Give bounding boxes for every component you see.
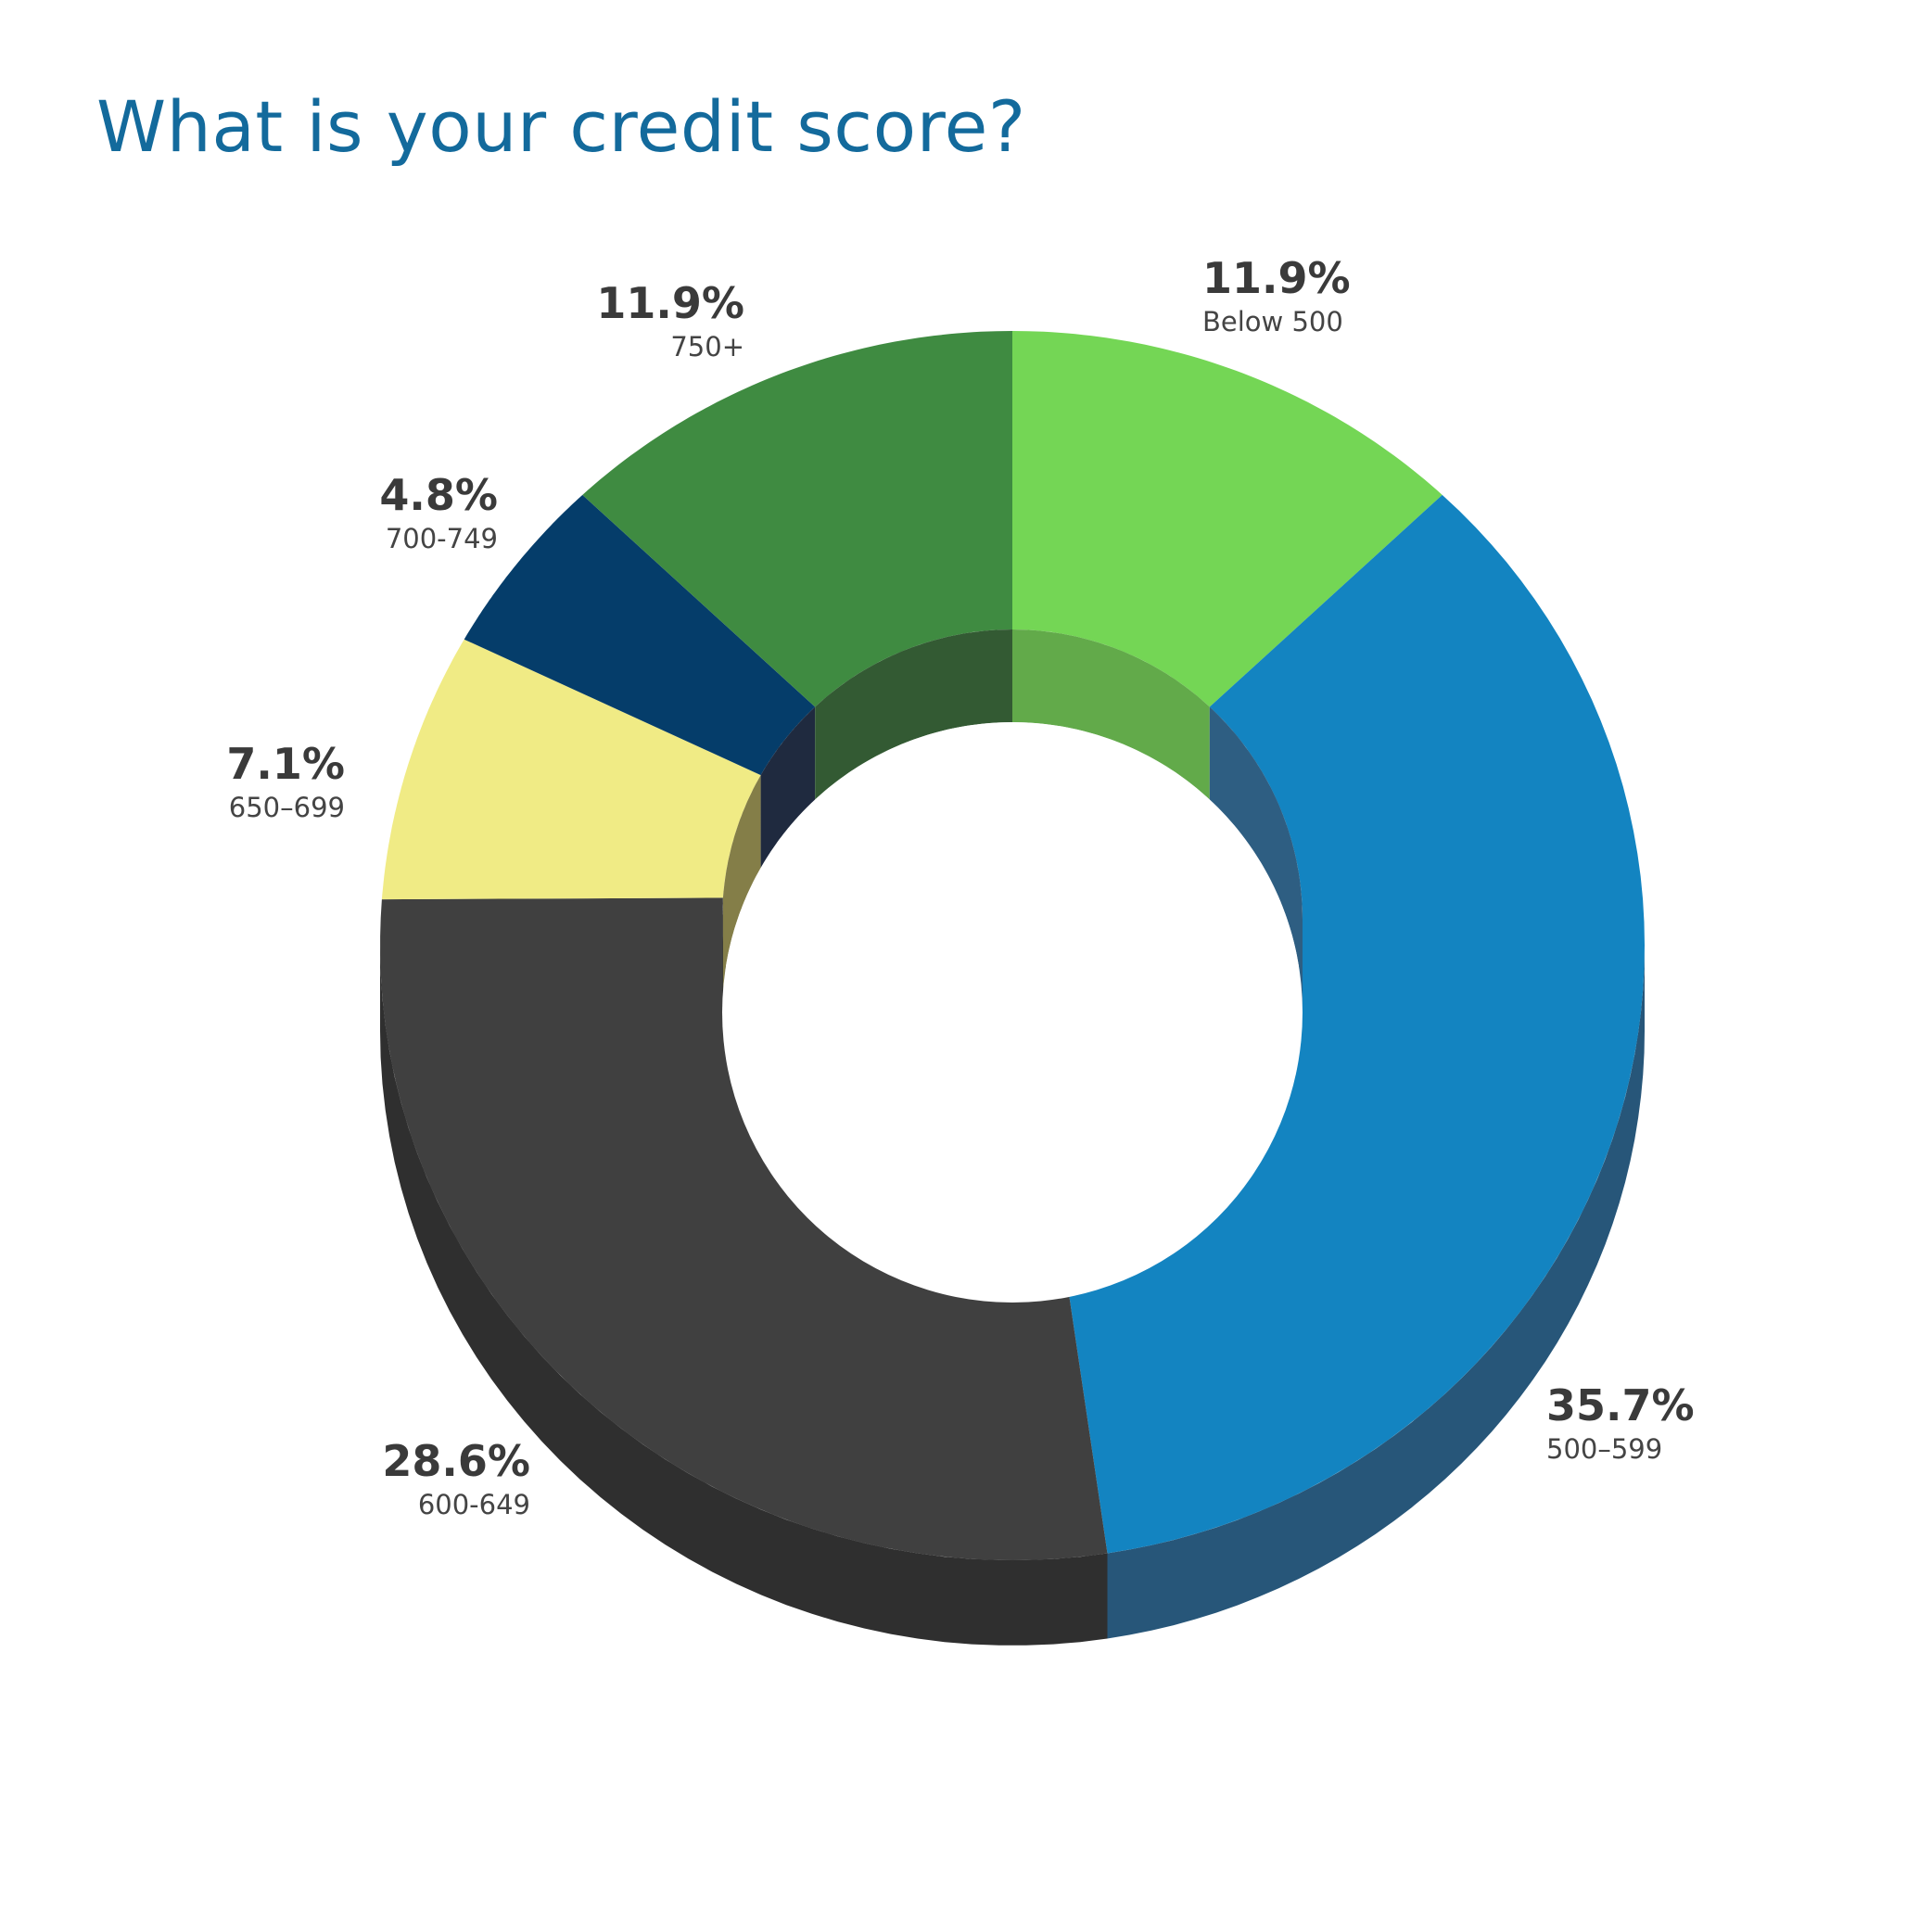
value-label-below-500: 11.9% — [1202, 253, 1351, 303]
slice-inner-600-649 — [722, 897, 723, 1012]
slice-750-plus — [582, 331, 1012, 707]
value-label-700-749: 4.8% — [379, 470, 498, 520]
value-label-750-plus: 11.9% — [596, 278, 744, 328]
slice-inner-650-699 — [722, 775, 761, 991]
slice-inner-700-749 — [760, 706, 816, 869]
slice-600-649 — [380, 897, 1108, 1560]
value-label-600-649: 28.6% — [382, 1436, 530, 1486]
donut-depth — [380, 946, 1645, 1646]
category-label-below-500: Below 500 — [1202, 306, 1343, 337]
slice-inner-below-500 — [1012, 629, 1210, 800]
slice-inner-750-plus — [815, 629, 1012, 800]
category-label-500-599: 500–599 — [1546, 1433, 1662, 1465]
slice-650-699 — [381, 639, 761, 900]
category-label-750-plus: 750+ — [670, 331, 744, 362]
slice-700-749 — [464, 494, 816, 776]
chart-title: What is your credit score? — [96, 85, 1026, 168]
slice-side-600-649 — [380, 946, 1108, 1646]
slice-500-599 — [1056, 494, 1645, 1554]
slice-below-500 — [1012, 331, 1443, 707]
slice-side-500-599 — [1107, 946, 1645, 1639]
donut-inner-wall — [722, 629, 1303, 1012]
value-label-500-599: 35.7% — [1546, 1380, 1695, 1430]
category-label-650-699: 650–699 — [229, 792, 345, 823]
donut-slices — [380, 331, 1645, 1560]
category-label-700-749: 700-749 — [386, 523, 498, 554]
slice-inner-500-599 — [1209, 706, 1303, 1012]
donut-hole — [722, 722, 1303, 1303]
value-label-650-699: 7.1% — [226, 739, 345, 789]
category-label-600-649: 600-649 — [418, 1489, 530, 1520]
slice-labels: 11.9%Below 50035.7%500–59928.6%600-6497.… — [226, 253, 1694, 1520]
